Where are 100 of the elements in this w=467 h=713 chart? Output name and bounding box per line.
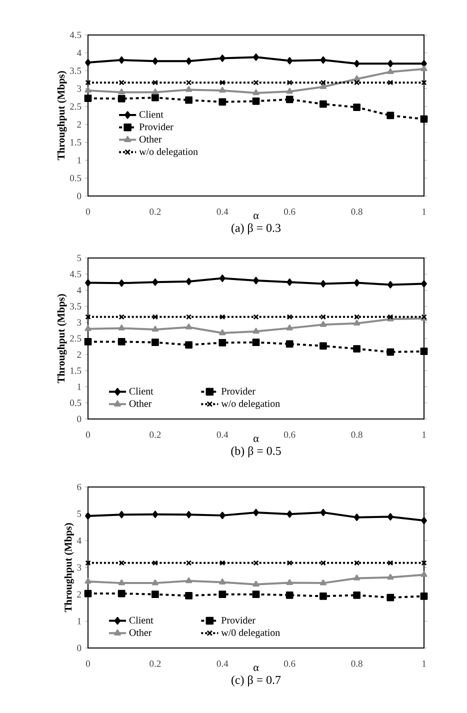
x-tick-label: 1	[422, 208, 426, 215]
point	[186, 278, 192, 286]
point	[253, 560, 259, 566]
x-tick-label: 0	[86, 660, 90, 667]
point	[388, 560, 394, 566]
point	[354, 279, 360, 286]
point	[152, 560, 158, 566]
y-tick-label: 3	[77, 319, 82, 326]
x-tick-label: 0.2	[150, 660, 161, 667]
point	[386, 348, 394, 356]
point	[286, 560, 292, 566]
x-tick-label: 0	[86, 431, 90, 438]
legend-label: Other	[129, 628, 152, 636]
point	[387, 60, 394, 68]
y-tick-label: 1	[78, 157, 81, 164]
legend-label: Client	[139, 110, 164, 118]
x-tick-label: 0.4	[216, 431, 228, 438]
point	[320, 592, 327, 600]
point	[85, 279, 91, 286]
point	[84, 94, 92, 102]
point	[185, 341, 192, 349]
legend-label: w/o delegation	[139, 148, 198, 158]
y-tick-label: 4	[76, 538, 82, 544]
x-tick-label: 0.6	[284, 208, 296, 215]
point	[218, 98, 226, 106]
point	[252, 580, 260, 587]
text: (c) β = 0.7	[232, 675, 281, 686]
point	[186, 314, 192, 320]
point	[219, 329, 226, 336]
y-tick-label: 0	[77, 192, 82, 200]
point	[152, 510, 158, 518]
x-tick-label: 0.8	[351, 208, 362, 215]
point	[320, 560, 326, 566]
point	[354, 514, 360, 522]
point	[118, 314, 124, 320]
point	[84, 86, 92, 93]
y-tick-label: 1	[78, 618, 81, 624]
point	[354, 314, 360, 320]
point	[84, 578, 92, 584]
point	[118, 560, 124, 566]
point	[186, 577, 192, 584]
point	[152, 57, 158, 65]
point	[219, 54, 226, 62]
point	[320, 83, 326, 90]
point	[420, 571, 428, 577]
point	[320, 320, 326, 327]
point	[220, 314, 226, 320]
point	[85, 512, 91, 520]
y-tick-label: 3.5	[70, 68, 82, 74]
point	[218, 590, 226, 598]
point	[84, 590, 92, 598]
x-tick-label: 0.6	[284, 431, 296, 438]
point	[387, 68, 394, 74]
point	[354, 320, 360, 326]
y-tick-label: 2.5	[70, 335, 82, 342]
point	[152, 94, 159, 102]
x-tick-label: 0.4	[216, 208, 228, 215]
point	[353, 345, 360, 352]
point	[286, 57, 293, 64]
point	[253, 276, 259, 284]
x-tick-label: 0.2	[150, 431, 161, 438]
point	[286, 314, 292, 320]
y-tick-label: 3	[77, 564, 82, 571]
legend-label: Provider	[221, 388, 256, 395]
point	[186, 86, 192, 92]
point	[219, 578, 226, 584]
point	[320, 80, 326, 86]
point	[387, 574, 394, 580]
y-tick-label: 3.5	[70, 303, 82, 310]
y-axis-title: Throughput (Mbps)	[57, 71, 67, 160]
point	[320, 100, 327, 108]
y-axis-title: Throughput (Mbps)	[57, 294, 67, 384]
point	[354, 75, 360, 82]
point	[420, 65, 428, 72]
point	[152, 314, 158, 320]
point	[286, 88, 293, 94]
y-tick-label: 4	[76, 287, 82, 294]
point	[420, 348, 428, 356]
legend-label: Provider	[221, 616, 256, 624]
point	[387, 513, 394, 520]
point	[85, 80, 91, 86]
point	[152, 278, 158, 286]
point	[421, 60, 427, 68]
y-tick-label: 4.5	[70, 270, 82, 278]
text: (a) β = 0.3	[232, 223, 281, 234]
y-tick-label: 6	[77, 484, 82, 490]
point	[85, 58, 91, 66]
point	[118, 510, 125, 518]
point	[185, 96, 192, 104]
point	[320, 280, 326, 288]
point	[253, 80, 259, 86]
x-tick-label: 0.8	[351, 660, 362, 667]
point	[84, 338, 92, 346]
point	[286, 510, 293, 518]
point	[219, 86, 226, 93]
y-axis-title: Throughput (Mbps)	[64, 523, 74, 612]
x-axis-title: α	[254, 666, 259, 672]
y-tick-label: 1.5	[70, 368, 82, 374]
y-tick-label: 0.5	[70, 400, 82, 406]
x-axis-title: α	[254, 436, 259, 442]
